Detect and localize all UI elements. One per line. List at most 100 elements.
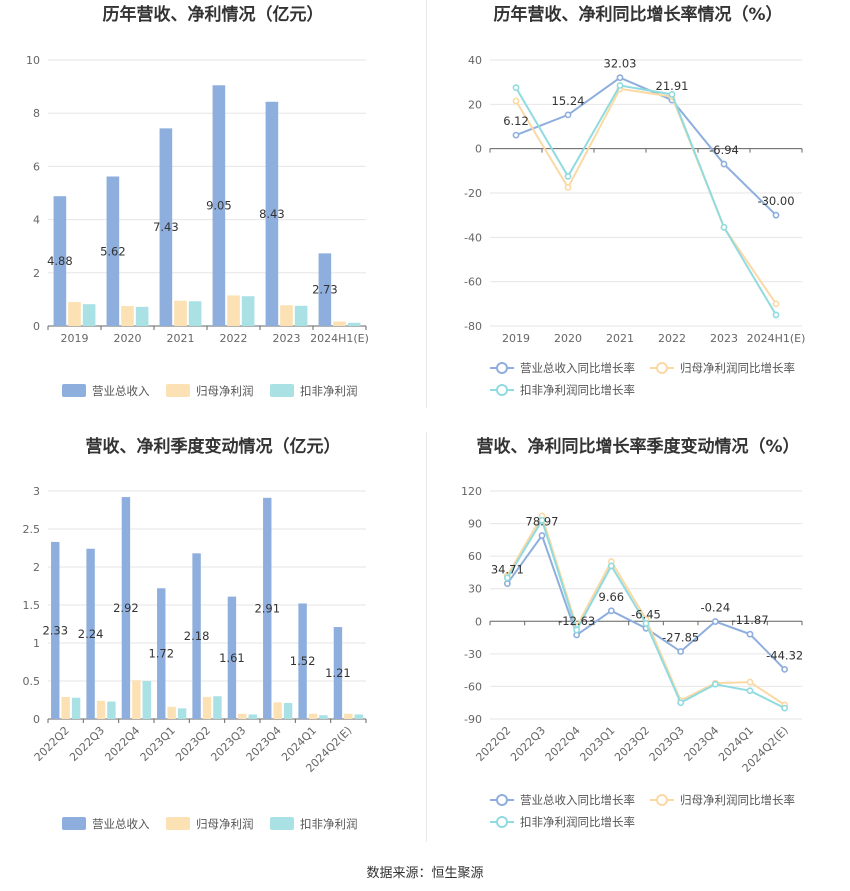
legend-label: 营业总收入同比增长率 [520,793,635,807]
bar [212,85,226,327]
point-value-label: -6.94 [709,143,739,157]
bar [213,696,222,719]
series-point [503,580,511,588]
bar [192,553,201,719]
y-tick-label: 0 [475,143,482,156]
bar [82,304,96,326]
y-tick-label: 30 [468,583,482,596]
legend-swatch [270,384,294,397]
series-point [512,97,520,105]
chart-title: 历年营收、净利情况（亿元） [103,4,324,25]
series-point [503,574,511,582]
legend-label: 归母净利润同比增长率 [680,361,795,375]
legend-label: 营业总收入同比增长率 [520,361,635,375]
y-tick-label: 10 [26,54,40,67]
y-tick-label: 0 [33,320,40,333]
x-tick-label: 2022 [220,332,248,345]
bar [227,295,240,326]
legend-swatch-marker [496,794,508,806]
series-point [781,704,789,712]
series-point [616,74,624,82]
series-point [772,211,780,219]
legend-label: 营业总收入 [92,384,150,398]
y-tick-label: -30 [464,648,482,661]
bar [86,548,95,719]
bar [106,176,120,326]
y-tick-label: -20 [464,187,482,200]
bar [51,541,60,719]
bar-value-label: 2.73 [312,283,338,297]
x-tick-label: 2022Q3 [67,724,107,764]
x-tick-label: 2022Q4 [102,724,142,764]
y-tick-label: 0 [475,615,482,628]
bar [283,703,293,719]
bar [298,603,307,719]
bar [248,714,257,719]
bar [96,700,106,719]
series-point [607,562,615,570]
series-point [573,626,581,634]
bar-value-label: 2.91 [254,601,280,615]
series-line [515,87,777,305]
x-tick-label: 2022Q4 [543,724,583,764]
data-source-footer: 数据来源：恒生聚源 [366,866,484,881]
legend-swatch-marker [656,362,668,374]
point-value-label: -27.85 [662,631,699,645]
bar [121,497,131,719]
y-tick-label: -40 [464,231,482,244]
series-point [677,699,685,707]
point-value-label: -0.24 [700,601,730,615]
series-point [642,620,650,627]
series-point [711,680,719,688]
legend-swatch [270,817,294,830]
y-tick-label: 20 [468,98,482,111]
bar-value-label: 7.43 [153,220,179,234]
y-tick-label: 1 [33,637,40,650]
series-line [515,76,777,216]
bar [135,306,149,326]
x-tick-label: 2023Q3 [208,724,248,764]
legend-label: 扣非净利润 [300,817,358,831]
series-point [677,648,685,655]
y-tick-label: 90 [468,518,482,531]
series-point [512,131,520,139]
y-tick-label: 2 [33,561,40,574]
point-value-label: -6.45 [631,607,661,621]
bar [333,321,346,326]
series-point [512,84,520,92]
y-tick-label: 60 [468,550,482,563]
bar-value-label: 1.52 [290,654,316,668]
bar [71,697,81,719]
legend-swatch [62,817,86,830]
y-tick-label: 0 [33,713,40,726]
series-point [711,618,719,625]
legend-label: 扣非净利润同比增长率 [520,815,635,829]
bar [202,696,212,719]
x-tick-label: 2019 [61,332,89,345]
chart-title: 历年营收、净利同比增长率情况（%） [493,4,782,25]
point-value-label: -12.63 [558,614,595,628]
x-tick-label: 2021 [606,332,634,345]
x-tick-label: 2023Q1 [138,724,178,764]
bar-value-label: 2.18 [184,629,210,643]
x-tick-label: 2023Q2 [612,724,652,764]
panel-divider-bottom [426,432,427,842]
series-point [746,630,754,638]
y-tick-label: 8 [33,107,40,120]
bar [142,681,151,719]
bar [174,300,187,326]
point-value-label: 21.91 [656,79,689,93]
series-line [506,533,786,671]
legend-label: 扣非净利润 [300,384,358,398]
bar [177,708,187,719]
panel-divider-top [426,0,427,408]
x-tick-label: 2023 [710,332,738,345]
bar [157,588,166,719]
bar [68,302,81,326]
bar-value-label: 2.24 [78,627,104,641]
bar-value-label: 2.92 [113,601,139,615]
legend-swatch [166,384,190,397]
bar [344,713,353,719]
y-tick-label: 6 [33,160,40,173]
legend-swatch-marker [496,816,508,828]
